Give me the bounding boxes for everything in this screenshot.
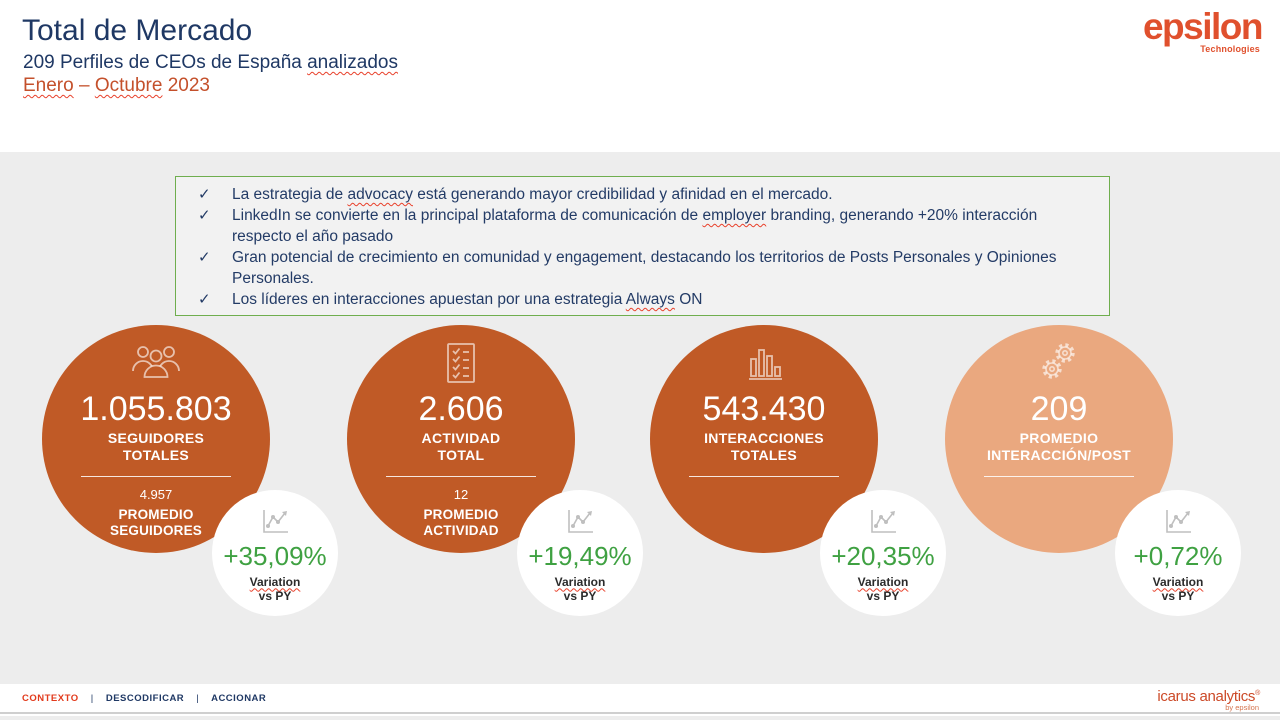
trend-icon <box>258 506 292 541</box>
variation-sublabel: vs PY <box>563 588 597 603</box>
kpi-sublabel: PROMEDIO SEGUIDORES <box>109 507 203 538</box>
bottom-strip <box>0 716 1280 720</box>
variation-badge: +20,35% Variation vs PY <box>820 490 946 616</box>
check-icon: ✓ <box>198 186 211 203</box>
kpi-value: 1.055.803 <box>80 390 232 428</box>
subtitle-text: 209 Perfiles de CEOs de España <box>23 52 308 73</box>
epsilon-logo: epsilon Technologies <box>1142 6 1264 54</box>
epsilon-logo-name: epsilon <box>1142 6 1264 47</box>
trend-icon <box>563 506 597 541</box>
kpi-actividad: 2.606 ACTIVIDAD TOTAL 12 PROMEDIO ACTIVI… <box>347 325 647 625</box>
kpi-value: 543.430 <box>702 390 826 428</box>
variation-value: +0,72% <box>1133 540 1223 571</box>
date-text: 2023 <box>162 75 210 96</box>
trend-icon <box>1161 506 1195 541</box>
variation-badge: +19,49% Variation vs PY <box>517 490 643 616</box>
summary-bullet: ✓ LinkedIn se convierte en la principal … <box>190 205 1095 247</box>
bullet-text: LinkedIn se convierte en la principal pl… <box>232 207 1038 245</box>
footer-nav-contexto[interactable]: CONTEXTO <box>22 693 79 704</box>
people-icon <box>130 340 182 386</box>
variation-value: +35,09% <box>223 540 327 571</box>
summary-bullet: ✓ Gran potencial de crecimiento en comun… <box>190 247 1095 289</box>
subtitle-text: analizados <box>307 52 398 73</box>
check-icon: ✓ <box>198 291 211 308</box>
divider <box>81 476 231 477</box>
kpi-value: 2.606 <box>418 390 504 428</box>
kpi-label: SEGUIDORES TOTALES <box>107 430 205 463</box>
icarus-analytics-logo: icarus analytics® by epsilon <box>1157 688 1260 712</box>
epsilon-logo-tagline: Technologies <box>1200 44 1260 54</box>
variation-sublabel: vs PY <box>258 588 292 603</box>
header: Total de Mercado 209 Perfiles de CEOs de… <box>0 0 1280 152</box>
date-text: Octubre <box>94 75 163 96</box>
variation-badge: +0,72% Variation vs PY <box>1115 490 1241 616</box>
date-text: – <box>73 75 95 96</box>
kpi-subvalue: 4.957 <box>139 487 173 502</box>
kpi-label: ACTIVIDAD TOTAL <box>421 430 501 463</box>
bullet-text: Gran potencial de crecimiento en comunid… <box>232 249 1057 287</box>
footer: CONTEXTO | DESCODIFICAR | ACCIONAR icaru… <box>0 684 1280 714</box>
summary-box: ✓ La estrategia de advocacy está generan… <box>175 176 1110 316</box>
main-content: ✓ La estrategia de advocacy está generan… <box>0 152 1280 684</box>
footer-nav-descodificar[interactable]: DESCODIFICAR <box>105 693 185 704</box>
bullet-text: Los líderes en interacciones apuestan po… <box>232 291 703 308</box>
gears-icon <box>1035 340 1083 386</box>
divider <box>386 476 536 477</box>
registered-mark: ® <box>1255 690 1260 697</box>
trend-icon <box>866 506 900 541</box>
kpi-interacciones: 543.430 INTERACCIONES TOTALES +20,35% Va… <box>650 325 950 625</box>
variation-value: +19,49% <box>528 540 632 571</box>
footer-nav: CONTEXTO | DESCODIFICAR | ACCIONAR <box>22 693 266 704</box>
kpi-subvalue: 12 <box>453 487 469 502</box>
divider <box>984 476 1134 477</box>
summary-bullet: ✓ Los líderes en interacciones apuestan … <box>190 289 1095 310</box>
checklist-icon <box>441 340 481 386</box>
date-text: Enero <box>23 75 74 96</box>
page-subtitle: 209 Perfiles de CEOs de España analizado… <box>23 52 398 74</box>
bar-chart-icon <box>742 340 786 386</box>
footer-separator: | <box>90 693 94 704</box>
kpi-seguidores: 1.055.803 SEGUIDORES TOTALES 4.957 PROME… <box>42 325 342 625</box>
variation-label: Variation <box>554 574 606 589</box>
variation-badge: +35,09% Variation vs PY <box>212 490 338 616</box>
icarus-brand-name: icarus analytics® <box>1157 688 1260 705</box>
divider <box>689 476 839 477</box>
variation-value: +20,35% <box>831 540 935 571</box>
footer-separator: | <box>196 693 200 704</box>
kpi-label: INTERACCIONES TOTALES <box>704 430 824 463</box>
summary-bullet: ✓ La estrategia de advocacy está generan… <box>190 184 1095 205</box>
bullet-text: La estrategia de advocacy está generando… <box>232 186 833 203</box>
variation-label: Variation <box>1152 574 1204 589</box>
kpi-sublabel: PROMEDIO ACTIVIDAD <box>423 507 499 538</box>
kpi-label: PROMEDIO INTERACCIÓN/POST <box>986 430 1132 463</box>
kpi-value: 209 <box>1030 390 1088 428</box>
icarus-brand-sub: by epsilon <box>1225 703 1259 712</box>
kpi-promedio-interaccion: 209 PROMEDIO INTERACCIÓN/POST +0,72% Var… <box>945 325 1245 625</box>
footer-nav-accionar[interactable]: ACCIONAR <box>211 693 267 704</box>
summary-list: ✓ La estrategia de advocacy está generan… <box>190 184 1095 310</box>
variation-label: Variation <box>249 574 301 589</box>
page-date: Enero – Octubre 2023 <box>23 75 210 97</box>
variation-sublabel: vs PY <box>1161 588 1195 603</box>
check-icon: ✓ <box>198 207 211 224</box>
check-icon: ✓ <box>198 249 211 266</box>
variation-sublabel: vs PY <box>866 588 900 603</box>
variation-label: Variation <box>857 574 909 589</box>
page-title: Total de Mercado <box>22 14 253 47</box>
